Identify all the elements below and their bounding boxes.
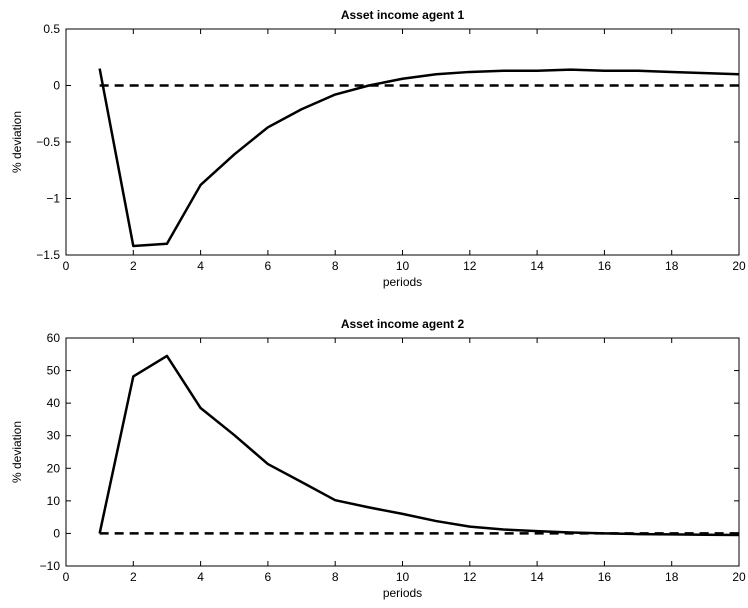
series-line-1 <box>98 68 740 248</box>
y-axis-label: % deviation <box>10 111 24 173</box>
x-axis-label: periods <box>383 275 422 289</box>
chart-panel-1: Asset income agent 1 0 2 4 6 8 10 12 14 16 18 20 −1.… <box>10 8 746 289</box>
y-tick-label: 40 <box>47 396 61 410</box>
x-tick-label: 14 <box>530 259 544 273</box>
x-tick-label: 8 <box>332 570 339 584</box>
x-tick-label: 18 <box>665 570 679 584</box>
plot-area-frame <box>65 28 740 256</box>
x-tick-label: 20 <box>732 259 746 273</box>
x-tick-label: 12 <box>463 570 477 584</box>
y-tick-label: 30 <box>47 429 61 443</box>
x-tick-label: 0 <box>63 259 70 273</box>
series-line-1 <box>98 354 740 537</box>
y-tick-label: 50 <box>47 364 61 378</box>
x-tick-label: 10 <box>396 570 410 584</box>
x-tick-label: 6 <box>265 259 272 273</box>
y-tick-label: 60 <box>47 331 61 345</box>
x-tick-label: 20 <box>732 570 746 584</box>
y-tick-label: −10 <box>40 559 61 573</box>
plot-area-frame <box>65 337 740 567</box>
y-tick-label: 0.5 <box>43 22 60 36</box>
x-tick-label: 2 <box>130 259 137 273</box>
x-tick-label: 4 <box>197 570 204 584</box>
y-tick-label: 20 <box>47 461 61 475</box>
x-axis-label: periods <box>383 586 422 600</box>
x-tick-label: 2 <box>130 570 137 584</box>
y-tick-label: −1 <box>46 192 60 206</box>
x-tick-label: 0 <box>63 570 70 584</box>
y-axis-label: % deviation <box>10 421 24 483</box>
x-tick-label: 18 <box>665 259 679 273</box>
x-tick-label: 16 <box>598 570 612 584</box>
x-tick-label: 12 <box>463 259 477 273</box>
x-tick-label: 4 <box>197 259 204 273</box>
x-tick-label: 6 <box>265 570 272 584</box>
x-tick-label: 8 <box>332 259 339 273</box>
y-tick-label: −1.5 <box>36 248 60 262</box>
chart-title: Asset income agent 1 <box>341 8 465 22</box>
x-tick-label: 16 <box>598 259 612 273</box>
y-tick-label: −0.5 <box>36 135 60 149</box>
chart-panel-2: Asset income agent 2 0 2 4 6 8 10 12 14 16 18 20 −10… <box>10 317 746 600</box>
x-tick-label: 10 <box>396 259 410 273</box>
y-tick-label: 10 <box>47 494 61 508</box>
y-tick-label: 0 <box>53 526 60 540</box>
x-tick-label: 14 <box>530 570 544 584</box>
chart-title: Asset income agent 2 <box>341 317 465 331</box>
y-tick-label: 0 <box>53 79 60 93</box>
